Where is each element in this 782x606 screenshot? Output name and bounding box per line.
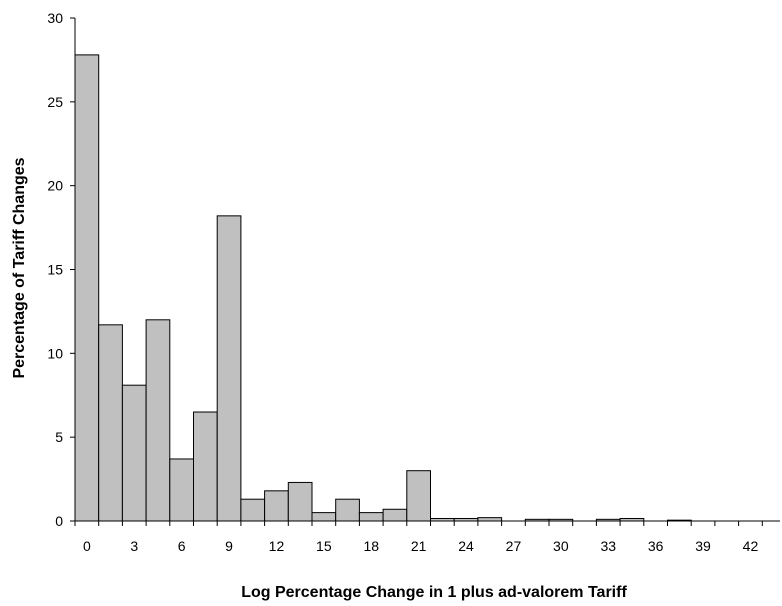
bar-18: [358, 512, 384, 522]
y-tick-label: 30: [47, 10, 63, 26]
bar-25.5: [477, 517, 503, 522]
bar-4.5: [145, 319, 171, 522]
bar-21: [406, 470, 431, 522]
bar-13.5: [287, 481, 313, 522]
x-axis: 0 3 6 9 12 15 18 21 24 27 30 33 36 39 42: [74, 520, 780, 554]
y-tick-label: 10: [47, 345, 63, 361]
bar-1.5: [98, 324, 123, 522]
x-tick-label: 12: [269, 538, 285, 554]
y-tick-label: 25: [47, 94, 63, 110]
x-tick-label: 15: [316, 538, 332, 554]
x-ticks: 0 3 6 9 12 15 18 21 24 27 30 33 36 39 42: [74, 521, 763, 554]
y-axis-title: Percentage of Tariff Changes: [11, 157, 28, 378]
bar-10.5: [240, 498, 266, 522]
bar-3: [121, 384, 147, 522]
bar-15: [311, 512, 337, 522]
x-tick-label: 39: [695, 538, 711, 554]
x-tick-label: 9: [225, 538, 233, 554]
x-tick-label: 30: [553, 538, 569, 554]
y-ticks: 0 5 10 15 20 25 30: [47, 10, 75, 529]
y-axis: 0 5 10 15 20 25 30: [47, 10, 76, 529]
x-tick-label: 36: [648, 538, 664, 554]
y-tick-label: 5: [55, 429, 63, 445]
x-tick-label: 42: [743, 538, 759, 554]
x-tick-label: 24: [458, 538, 474, 554]
x-tick-label: 3: [130, 538, 138, 554]
x-tick-label: 6: [178, 538, 186, 554]
bar-0: [74, 54, 100, 522]
x-tick-label: 0: [83, 538, 91, 554]
x-tick-label: 27: [506, 538, 522, 554]
bar-7.5: [193, 411, 218, 522]
x-axis-title: Log Percentage Change in 1 plus ad-valor…: [241, 584, 627, 601]
bar-12: [264, 490, 289, 522]
bar-19.5: [382, 508, 408, 522]
bars-group: [74, 54, 692, 522]
bar-16.5: [335, 498, 360, 522]
bar-9: [216, 215, 242, 522]
x-tick-label: 18: [363, 538, 379, 554]
y-tick-label: 20: [47, 178, 63, 194]
x-tick-label: 33: [600, 538, 616, 554]
x-tick-label: 21: [411, 538, 427, 554]
y-tick-label: 0: [55, 513, 63, 529]
bar-6: [169, 458, 195, 522]
y-tick-label: 15: [47, 262, 63, 278]
